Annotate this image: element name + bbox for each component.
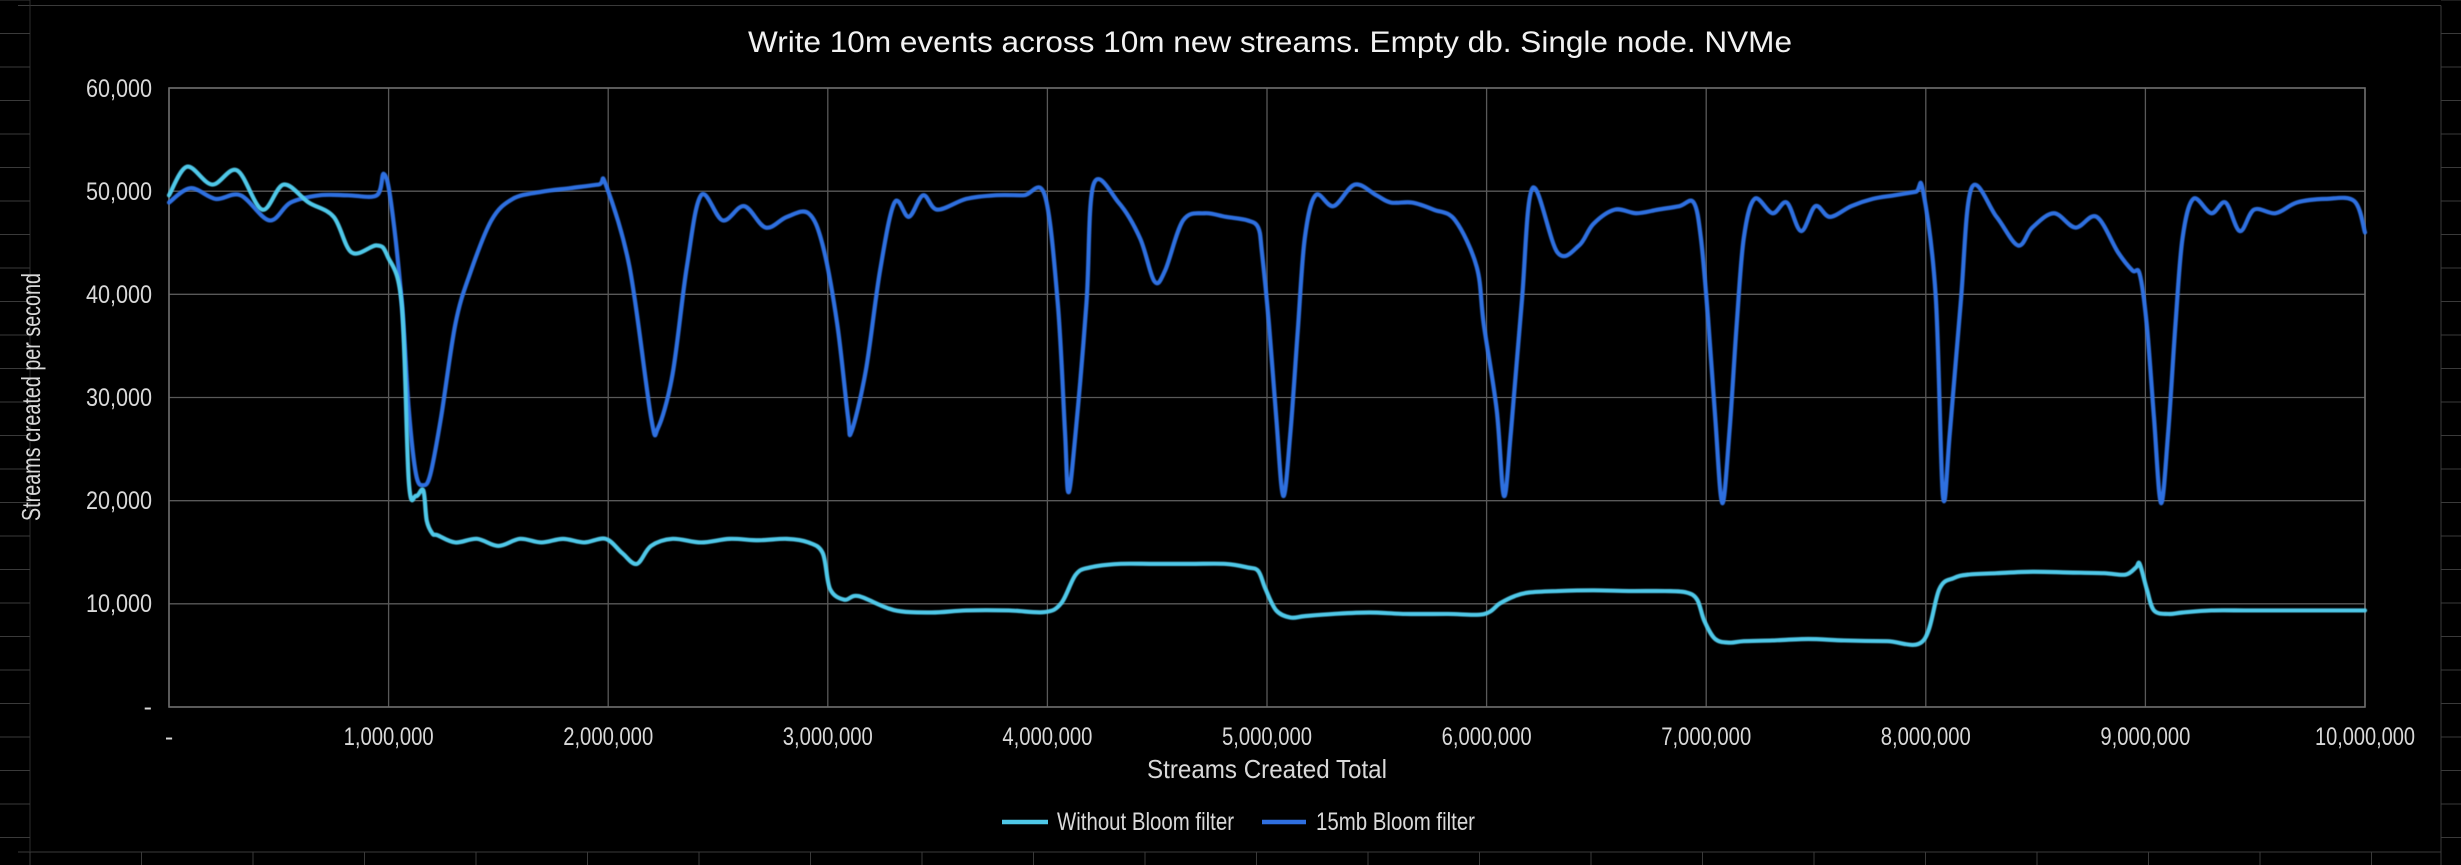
- svg-text:7,000,000: 7,000,000: [1661, 723, 1751, 751]
- svg-text:-: -: [165, 723, 173, 751]
- svg-text:2,000,000: 2,000,000: [563, 723, 653, 751]
- svg-text:50,000: 50,000: [86, 178, 152, 206]
- svg-text:10,000: 10,000: [86, 590, 152, 618]
- svg-text:5,000,000: 5,000,000: [1222, 723, 1312, 751]
- svg-text:Streams created per second: Streams created per second: [16, 273, 46, 521]
- svg-text:6,000,000: 6,000,000: [1442, 723, 1532, 751]
- svg-text:30,000: 30,000: [86, 384, 152, 412]
- svg-text:9,000,000: 9,000,000: [2100, 723, 2190, 751]
- svg-text:40,000: 40,000: [86, 281, 152, 309]
- svg-text:8,000,000: 8,000,000: [1881, 723, 1971, 751]
- svg-text:Without Bloom filter: Without Bloom filter: [1057, 808, 1234, 836]
- svg-text:4,000,000: 4,000,000: [1002, 723, 1092, 751]
- svg-text:20,000: 20,000: [86, 487, 152, 515]
- svg-text:60,000: 60,000: [86, 75, 152, 103]
- svg-text:10,000,000: 10,000,000: [2315, 723, 2415, 751]
- svg-text:-: -: [144, 693, 152, 721]
- svg-text:3,000,000: 3,000,000: [783, 723, 873, 751]
- svg-text:Streams Created Total: Streams Created Total: [1147, 754, 1387, 784]
- svg-text:15mb Bloom filter: 15mb Bloom filter: [1316, 808, 1475, 836]
- svg-text:1,000,000: 1,000,000: [344, 723, 434, 751]
- svg-text:Write 10m events across 10m ne: Write 10m events across 10m new streams.…: [748, 26, 1792, 59]
